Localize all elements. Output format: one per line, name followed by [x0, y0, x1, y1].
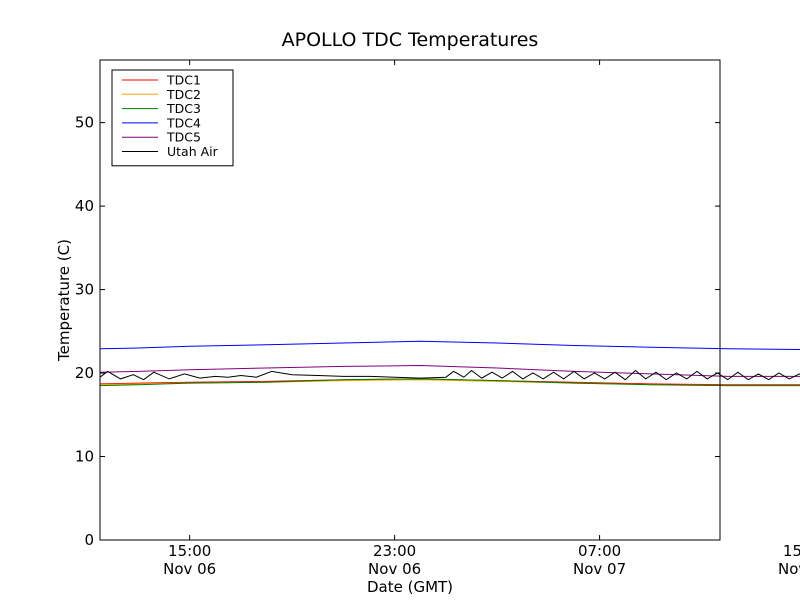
series-line-utah-air — [99, 369, 800, 381]
legend-label: TDC3 — [166, 101, 201, 116]
legend-label: TDC1 — [166, 73, 201, 88]
legend-label: TDC5 — [166, 130, 201, 145]
x-tick-label-time: 15:00 — [783, 542, 800, 560]
x-tick-label-date: Nov 06 — [368, 560, 421, 578]
series-line-tdc5 — [99, 364, 800, 377]
plot-frame — [99, 59, 721, 541]
y-tick-label: 10 — [75, 448, 94, 466]
x-axis-label: Date (GMT) — [367, 578, 453, 596]
y-tick-label: 50 — [75, 114, 94, 132]
x-tick-label-date: Nov 06 — [163, 560, 216, 578]
legend-label: Utah Air — [167, 144, 219, 159]
y-tick-label: 30 — [75, 281, 94, 299]
y-tick-label: 20 — [75, 364, 94, 382]
y-tick-label: 40 — [75, 197, 94, 215]
chart-title: APOLLO TDC Temperatures — [282, 29, 539, 51]
y-axis-label: Temperature (C) — [55, 239, 73, 362]
legend-box — [111, 69, 234, 167]
legend-label: TDC4 — [166, 115, 201, 130]
x-tick-label-date: Nov 07 — [573, 560, 626, 578]
y-tick-label: 0 — [84, 531, 94, 549]
series-layer — [99, 340, 800, 387]
x-tick-label-date: Nov 07 — [778, 560, 800, 578]
x-tick-label-time: 07:00 — [578, 542, 621, 560]
x-tick-label-time: 15:00 — [168, 542, 211, 560]
x-tick-label-time: 23:00 — [373, 542, 416, 560]
legend-label: TDC2 — [166, 87, 201, 102]
series-line-tdc3 — [99, 378, 800, 387]
series-line-tdc4 — [99, 340, 800, 350]
